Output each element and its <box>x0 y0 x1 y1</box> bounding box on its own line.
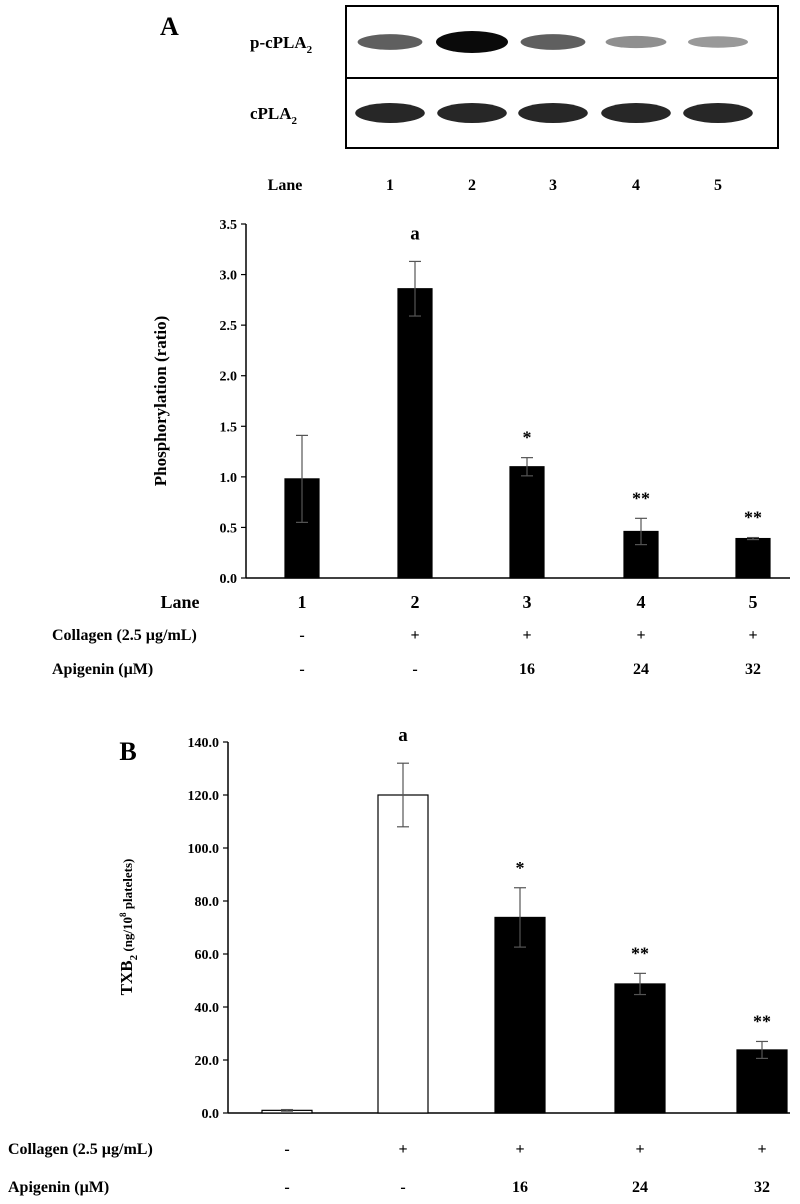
condition-row-label: Collagen (2.5 µg/mL) <box>8 1141 153 1158</box>
significance-label: ** <box>632 488 650 508</box>
condition-value: + <box>515 1141 524 1158</box>
lane-number: 4 <box>637 592 646 612</box>
condition-value: - <box>284 1141 289 1158</box>
condition-value: - <box>299 661 304 678</box>
lane-row-label: Lane <box>160 592 199 612</box>
y-tick-label: 40.0 <box>195 1001 220 1016</box>
condition-value: - <box>412 661 417 678</box>
bar <box>397 288 433 579</box>
y-tick-label: 80.0 <box>195 895 220 910</box>
y-tick-label: 0.5 <box>220 521 238 536</box>
y-axis-label: Phosphorylation (ratio) <box>151 316 170 486</box>
significance-label: a <box>410 223 420 244</box>
blot-lane-number: 2 <box>468 177 476 194</box>
condition-value: 32 <box>754 1179 770 1196</box>
significance-label: a <box>398 725 408 746</box>
significance-label: * <box>516 858 525 878</box>
y-tick-label: 120.0 <box>188 789 220 804</box>
y-tick-label: 0.0 <box>220 572 238 587</box>
condition-value: + <box>522 627 531 644</box>
blot-band <box>437 103 507 123</box>
lane-number: 3 <box>523 592 532 612</box>
blot-band <box>605 35 667 49</box>
condition-row-label: Collagen (2.5 µg/mL) <box>52 627 197 644</box>
blot-band <box>436 31 508 53</box>
blot-lane-label: Lane <box>268 177 303 194</box>
significance-label: * <box>523 428 532 448</box>
significance-label: ** <box>753 1011 771 1031</box>
y-tick-label: 3.0 <box>220 269 238 284</box>
bar <box>494 916 546 1114</box>
lane-number: 2 <box>411 592 420 612</box>
y-tick-label: 60.0 <box>195 948 220 963</box>
significance-label: ** <box>631 943 649 963</box>
blot-lane-number: 1 <box>386 177 394 194</box>
panel-b-label: B <box>119 737 136 766</box>
condition-value: + <box>398 1141 407 1158</box>
bar <box>735 537 771 579</box>
y-tick-label: 1.5 <box>220 420 238 435</box>
y-tick-label: 0.0 <box>202 1107 220 1122</box>
condition-value: 32 <box>745 661 761 678</box>
y-axis-label: TXB2 (ng/108 platelets) <box>117 859 140 996</box>
condition-value: + <box>635 1141 644 1158</box>
bar <box>377 794 429 1114</box>
condition-row-label: Apigenin (µM) <box>8 1179 109 1196</box>
condition-value: 16 <box>512 1179 528 1196</box>
condition-value: - <box>299 627 304 644</box>
blot-row-label: cPLA2 <box>250 104 298 127</box>
lane-number: 1 <box>298 592 307 612</box>
blot-band <box>518 103 588 123</box>
condition-value: 24 <box>632 1179 648 1196</box>
bar <box>736 1049 788 1114</box>
bar <box>614 983 666 1114</box>
blot-band <box>520 34 586 50</box>
panel-a-label: A <box>160 12 179 41</box>
condition-value: + <box>757 1141 766 1158</box>
condition-value: 16 <box>519 661 535 678</box>
blot-band <box>688 36 748 48</box>
blot-lane-number: 5 <box>714 177 722 194</box>
y-tick-label: 2.5 <box>220 319 238 334</box>
condition-value: - <box>400 1179 405 1196</box>
blot-band <box>683 103 753 123</box>
bar <box>509 466 545 579</box>
condition-row-label: Apigenin (µM) <box>52 661 153 678</box>
y-tick-label: 140.0 <box>188 736 220 751</box>
blot-lane-number: 4 <box>632 177 640 194</box>
blot-row-label: p-cPLA2 <box>250 33 313 56</box>
blot-band <box>357 34 423 50</box>
condition-value: + <box>636 627 645 644</box>
blot-lane-number: 3 <box>549 177 557 194</box>
y-tick-label: 20.0 <box>195 1054 220 1069</box>
significance-label: ** <box>744 508 762 528</box>
y-tick-label: 1.0 <box>220 471 238 486</box>
lane-number: 5 <box>749 592 758 612</box>
y-tick-label: 3.5 <box>220 218 238 233</box>
condition-value: + <box>410 627 419 644</box>
blot-band <box>355 103 425 123</box>
condition-value: + <box>748 627 757 644</box>
blot-band <box>601 103 671 123</box>
y-tick-label: 2.0 <box>220 370 238 385</box>
condition-value: 24 <box>633 661 649 678</box>
y-tick-label: 100.0 <box>188 842 220 857</box>
condition-value: - <box>284 1179 289 1196</box>
